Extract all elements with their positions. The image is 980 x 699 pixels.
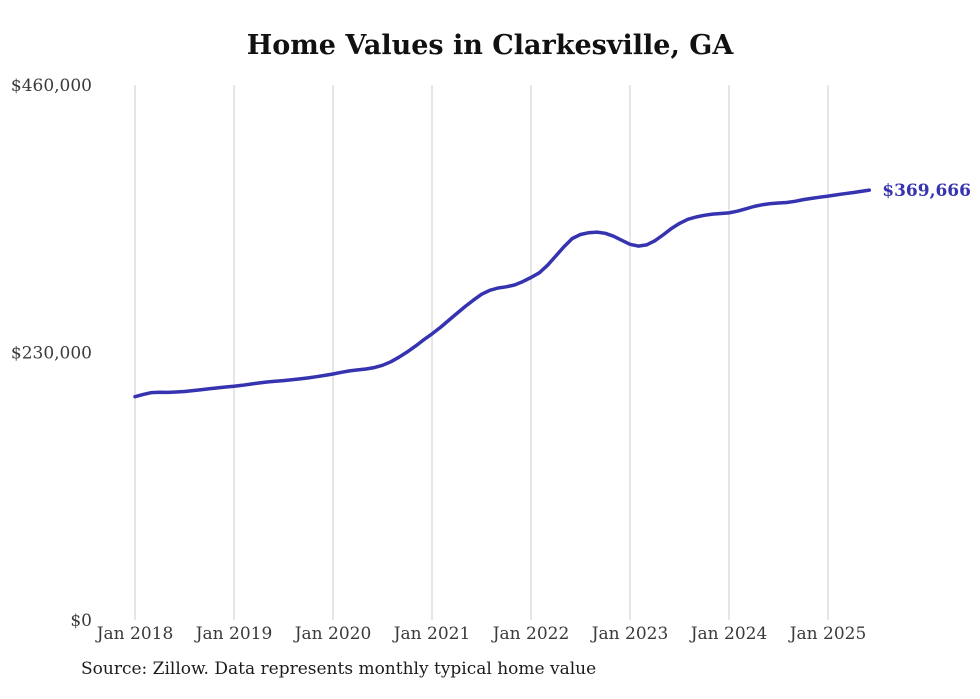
home-value-series-line — [133, 188, 872, 399]
chart-title: Home Values in Clarkesville, GA — [246, 30, 734, 61]
x-tick-label: Jan 2019 — [194, 624, 273, 644]
x-tick-label: Jan 2023 — [590, 624, 669, 644]
x-tick-label: Jan 2018 — [95, 624, 174, 644]
latest-value-label: $369,666 — [882, 181, 971, 201]
y-tick-label: $230,000 — [11, 344, 92, 364]
y-tick-label: $0 — [70, 611, 92, 631]
source-note: Source: Zillow. Data represents monthly … — [81, 659, 597, 679]
x-tick-label: Jan 2021 — [392, 624, 471, 644]
x-tick-label: Jan 2020 — [293, 624, 372, 644]
x-tick-label: Jan 2022 — [491, 624, 570, 644]
x-tick-label: Jan 2025 — [788, 624, 867, 644]
y-tick-label: $460,000 — [11, 76, 92, 96]
x-tick-label: Jan 2024 — [689, 624, 768, 644]
